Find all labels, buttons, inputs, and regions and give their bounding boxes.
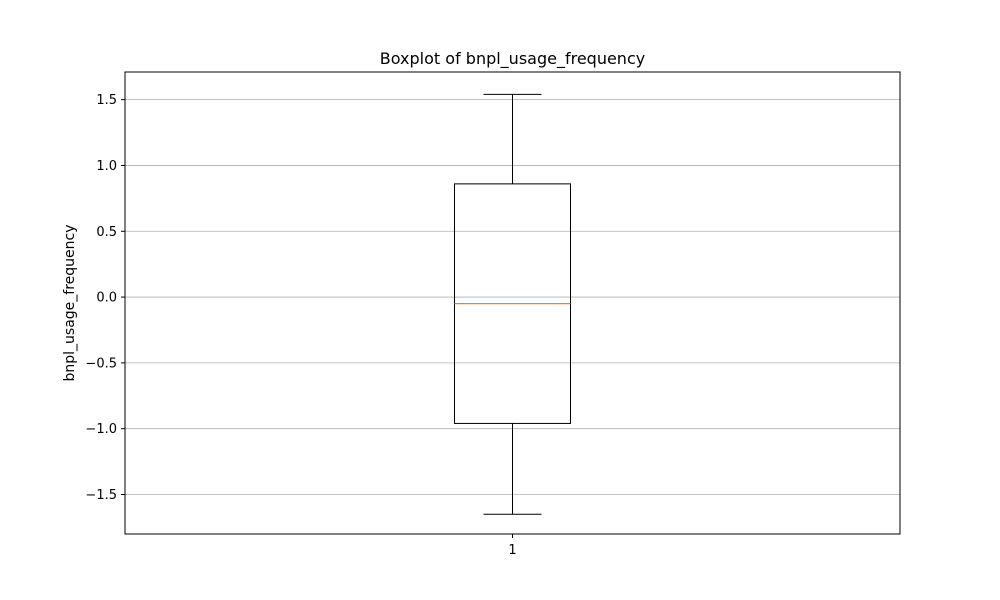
y-tick-label: 0.5 <box>96 225 117 240</box>
y-tick-label: −0.5 <box>85 356 117 371</box>
y-axis-label: bnpl_usage_frequency <box>62 224 78 381</box>
chart-title: Boxplot of bnpl_usage_frequency <box>380 49 645 69</box>
y-tick-label: 1.0 <box>96 159 117 174</box>
x-tick-label: 1 <box>508 543 516 558</box>
y-tick-label: 1.5 <box>96 93 117 108</box>
y-tick-label: −1.0 <box>85 422 117 437</box>
y-tick-label: 0.0 <box>96 291 117 306</box>
x-axis-ticks: 1 <box>508 534 517 558</box>
box-group <box>454 93 571 515</box>
boxes <box>454 93 571 515</box>
y-axis-ticks: −1.5 −1.0 −0.5 0.0 0.5 1.0 1.5 <box>85 93 125 503</box>
y-tick-label: −1.5 <box>85 488 117 503</box>
